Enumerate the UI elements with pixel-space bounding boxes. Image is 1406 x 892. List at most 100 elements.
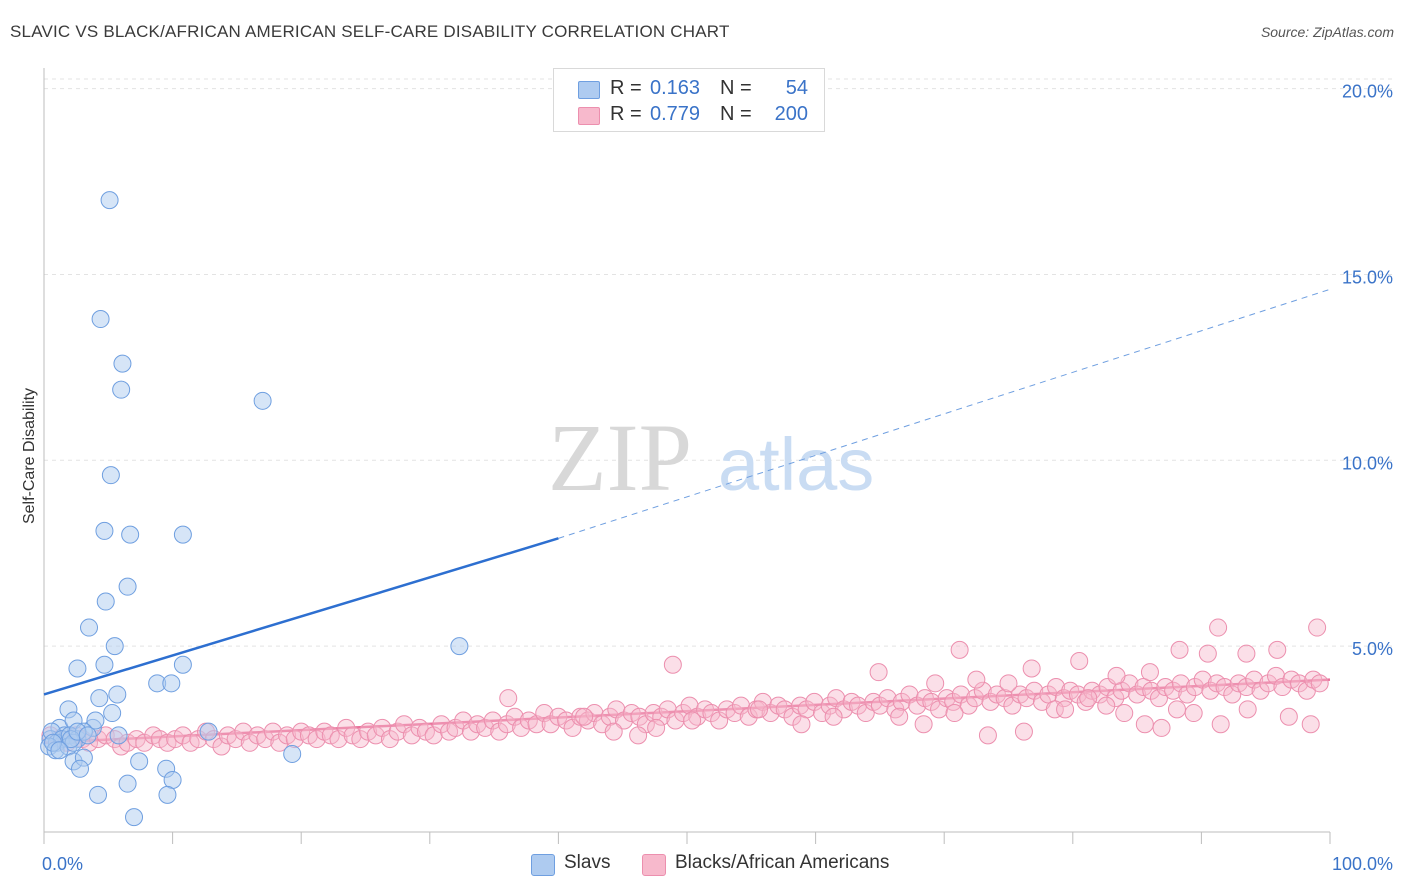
point-black xyxy=(173,726,192,745)
point-slavs xyxy=(68,659,87,678)
y-tick-label: 15.0% xyxy=(1342,267,1393,287)
point-black xyxy=(1090,685,1109,704)
point-slavs xyxy=(113,354,132,373)
tick-labels: 5.0% 10.0% 15.0% 20.0% 0.0% 100.0% xyxy=(42,82,1393,874)
point-black xyxy=(792,715,811,734)
point-black xyxy=(1170,640,1189,659)
point-black xyxy=(1273,678,1292,697)
point-black xyxy=(1268,640,1287,659)
point-slavs xyxy=(100,191,119,210)
point-black xyxy=(966,689,985,708)
point-slavs xyxy=(103,704,122,723)
point-black xyxy=(995,689,1014,708)
point-black xyxy=(135,733,154,752)
point-slavs xyxy=(50,741,69,760)
point-black xyxy=(490,722,509,741)
point-black xyxy=(1308,618,1327,637)
point-black xyxy=(1223,685,1242,704)
point-black xyxy=(834,700,853,719)
point-black xyxy=(870,696,889,715)
point-black xyxy=(380,730,399,749)
legend-r-label: R = xyxy=(610,103,642,125)
point-black xyxy=(388,722,407,741)
point-black xyxy=(1245,670,1264,689)
point-black xyxy=(499,689,518,708)
point-black xyxy=(600,707,619,726)
y-axis-label: Self-Care Disability xyxy=(21,387,38,525)
point-black xyxy=(926,674,945,693)
bottom-legend-swatch-black xyxy=(642,854,666,876)
watermark-zip: ZIP xyxy=(548,404,692,511)
chart-title: SLAVIC VS BLACK/AFRICAN AMERICAN SELF-CA… xyxy=(10,22,730,41)
point-black xyxy=(240,733,259,752)
point-black xyxy=(1079,689,1098,708)
point-black xyxy=(1215,678,1234,697)
point-black xyxy=(512,718,531,737)
point-black xyxy=(1184,704,1203,723)
point-slavs xyxy=(450,637,469,656)
point-black xyxy=(535,704,554,723)
x-tick-label-min: 0.0% xyxy=(42,854,83,874)
point-slavs xyxy=(80,618,99,637)
point-slavs xyxy=(89,785,108,804)
point-black xyxy=(461,722,480,741)
point-black xyxy=(256,730,275,749)
axes xyxy=(43,68,1331,844)
point-black xyxy=(647,718,666,737)
watermark: ZIP atlas xyxy=(548,404,874,511)
point-black xyxy=(351,730,370,749)
point-slavs xyxy=(108,685,127,704)
x-tick-label-max: 100.0% xyxy=(1332,854,1393,874)
point-black xyxy=(892,692,911,711)
point-black xyxy=(402,726,421,745)
point-black xyxy=(967,670,986,689)
point-black xyxy=(1115,704,1134,723)
point-black xyxy=(683,711,702,730)
point-black xyxy=(702,704,721,723)
point-black xyxy=(446,718,465,737)
legend-n-value: 54 xyxy=(785,77,808,99)
legend-r-value: 0.163 xyxy=(650,77,701,99)
point-black xyxy=(652,707,671,726)
point-black xyxy=(1149,689,1168,708)
point-slavs xyxy=(130,752,149,771)
point-black xyxy=(1251,681,1270,700)
point-slavs xyxy=(90,689,109,708)
point-black xyxy=(824,707,843,726)
point-slavs xyxy=(112,380,131,399)
point-black xyxy=(270,733,289,752)
point-black xyxy=(1279,707,1298,726)
point-black xyxy=(945,704,964,723)
point-black xyxy=(226,730,245,749)
point-black xyxy=(950,640,969,659)
trend-line-slavs xyxy=(43,537,559,696)
point-black xyxy=(1017,689,1036,708)
point-slavs xyxy=(173,525,192,544)
point-slavs xyxy=(199,722,218,741)
point-slavs xyxy=(125,808,144,827)
point-black xyxy=(432,715,451,734)
point-black xyxy=(557,711,576,730)
stats-legend: R = 0.163 N = 54 R = 0.779 N = 200 xyxy=(553,68,825,132)
bottom-legend-slavs: Slavs xyxy=(564,852,611,873)
gridlines xyxy=(44,78,1392,647)
bottom-legend-black: Blacks/African Americans xyxy=(675,852,890,873)
point-black xyxy=(1152,718,1171,737)
y-tick-label: 10.0% xyxy=(1342,453,1393,473)
point-black xyxy=(820,696,839,715)
points xyxy=(40,191,1329,827)
point-slavs xyxy=(78,726,97,745)
y-tick-label: 5.0% xyxy=(1352,639,1393,659)
point-black xyxy=(1022,659,1041,678)
point-slavs xyxy=(162,674,181,693)
point-black xyxy=(234,722,253,741)
legend-n-label: N = xyxy=(720,103,752,125)
point-black xyxy=(614,711,633,730)
point-slavs xyxy=(91,310,110,329)
legend-n-label: N = xyxy=(720,77,752,99)
point-black xyxy=(497,715,516,734)
point-black xyxy=(1167,700,1186,719)
point-black xyxy=(739,707,758,726)
point-slavs xyxy=(253,391,272,410)
